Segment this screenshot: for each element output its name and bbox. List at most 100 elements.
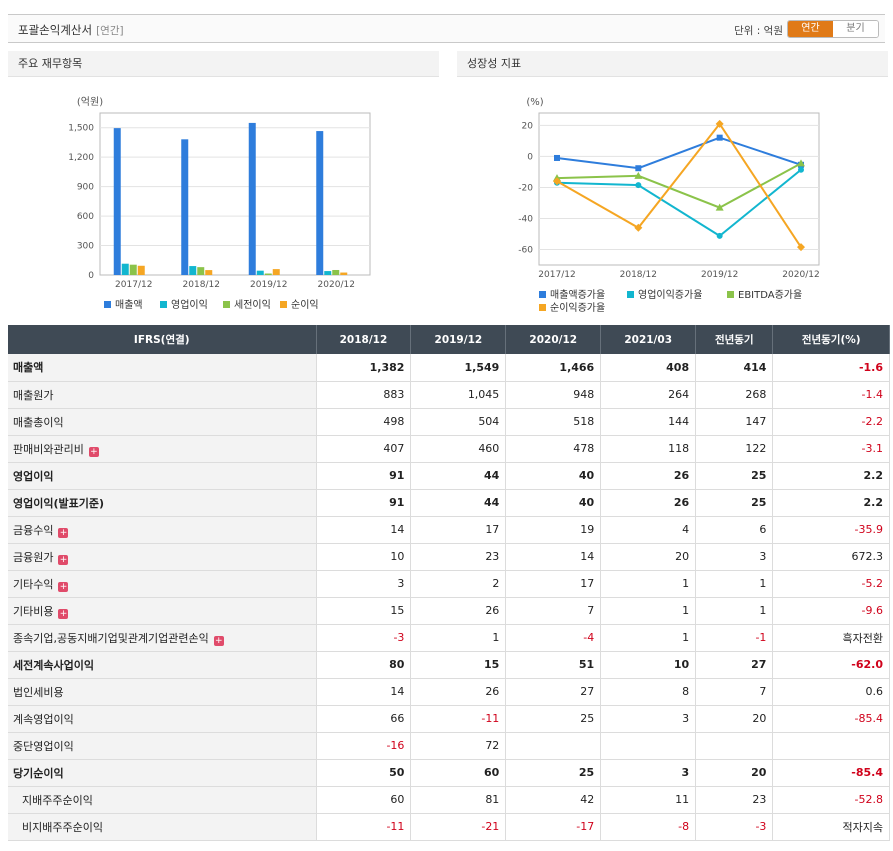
cell: -11 [410,705,507,733]
legend-label: 매출액증가율 [550,289,605,301]
cell: 흑자전환 [772,624,890,652]
cell: -1.6 [772,354,890,382]
y-tick-label: -20 [518,183,533,193]
tab-annual[interactable]: 연간 [788,21,833,37]
financial-items-title: 주요 재무항목 [8,51,439,77]
cell: -9.6 [772,597,890,625]
cell: 40 [505,489,602,517]
expand-icon[interactable]: + [58,608,69,619]
series-point-1 [798,166,804,173]
legend-label: 순이익증가율 [550,302,605,314]
row-label-text: 금융수익 [13,523,54,537]
cell: 14 [316,516,412,544]
row-label-text: 판매비와관리비 [13,442,84,456]
table-row: 기타수익 +3 2 17 1 1 -5.2 [8,570,890,598]
cell: -1 [695,624,774,652]
cell: 11 [600,786,697,814]
cell: 66 [316,705,412,733]
cell: 122 [695,435,774,463]
legend-swatch [223,301,230,308]
row-label: 영업이익(발표기준) [8,489,317,517]
cell: 264 [600,381,697,409]
cell: 2.2 [772,462,890,490]
table-row: 당기순이익 50 60 25 3 20 -85.4 [8,759,890,787]
cell: 1 [600,597,697,625]
cell: 1 [695,570,774,598]
series-line-0 [556,136,802,170]
row-label: 종속기업,공동지배기업및관계기업관련손익 + [8,624,317,652]
legend-swatch [727,291,734,298]
plot-area [538,112,820,266]
cell: 268 [695,381,774,409]
series-point-1 [716,232,723,239]
expand-icon[interactable]: + [58,581,69,592]
statement-header: 포괄손익계산서 [연간] 단위 : 억원 연간 분기 [8,14,885,43]
cell: 91 [316,462,412,490]
cell: 2.2 [772,489,890,517]
row-label-text: 매출원가 [13,388,54,402]
cell: 20 [600,543,697,571]
bar-2 [129,264,137,275]
series-line-1 [556,168,802,238]
y-tick-label: 900 [77,183,94,193]
bar-chart: (억원) 0 300 600 900 1,200 1,500 2017/12 2018/12 20… [68,96,371,311]
series-point-2 [715,203,724,211]
cell: 25 [695,489,774,517]
row-label: 기타수익 + [8,570,317,598]
series-point-3 [553,177,561,186]
header-col-5: 전년동기 [695,325,774,354]
cell: 17 [505,570,602,598]
y-tick-label: 300 [77,242,94,252]
legend-swatch [539,291,546,298]
legend-swatch [104,301,111,308]
cell: 407 [316,435,412,463]
table-row: 매출총이익 498 504 518 144 147 -2.2 [8,408,890,436]
x-tick-label: 2020/12 [318,280,355,290]
cell: -85.4 [772,705,890,733]
bar-0 [181,139,189,275]
cell: 8 [600,678,697,706]
x-tick-label: 2018/12 [620,270,657,280]
cell: -85.4 [772,759,890,787]
expand-icon[interactable]: + [213,635,224,646]
header-ifrs: IFRS(연결) [8,325,317,354]
header-col-1: 2018/12 [316,325,412,354]
row-label: 지배주주순이익 [8,786,317,814]
table-row: 비지배주주순이익 -11 -21 -17 -8 -3 적자지속 [8,813,890,841]
bar-0 [113,128,121,275]
row-label: 금융수익 + [8,516,317,544]
cell: -3 [316,624,412,652]
cell: 25 [695,462,774,490]
expand-icon[interactable]: + [58,527,69,538]
cell: -2.2 [772,408,890,436]
cell: 적자지속 [772,813,890,841]
bar-1 [324,271,332,275]
bar-0 [248,122,256,275]
bar-1 [121,263,129,275]
cell: 408 [600,354,697,382]
legend-swatch [539,304,546,311]
cell: 91 [316,489,412,517]
expand-icon[interactable]: + [88,446,99,457]
cell: -35.9 [772,516,890,544]
x-tick-label: 2019/12 [701,270,738,280]
row-label-text: 중단영업이익 [13,739,74,753]
y-tick-label: 20 [522,121,534,131]
cell: 25 [505,759,602,787]
table-header-row: IFRS(연결) 2018/12 2019/12 2020/12 2021/03 전년동기… [8,325,890,354]
cell: 15 [316,597,412,625]
cell: 144 [600,408,697,436]
expand-icon[interactable]: + [58,554,69,565]
cell: -4 [505,624,602,652]
x-tick-label: 2017/12 [538,270,575,280]
cell: -62.0 [772,651,890,679]
row-label-text: 금융원가 [13,550,54,564]
cell: 948 [505,381,602,409]
cell: 26 [410,597,507,625]
cell: 7 [695,678,774,706]
tab-quarter[interactable]: 분기 [833,21,878,37]
cell: -21 [410,813,507,841]
x-tick-label: 2020/12 [782,270,819,280]
cell: 10 [316,543,412,571]
series-point-2 [797,159,805,167]
